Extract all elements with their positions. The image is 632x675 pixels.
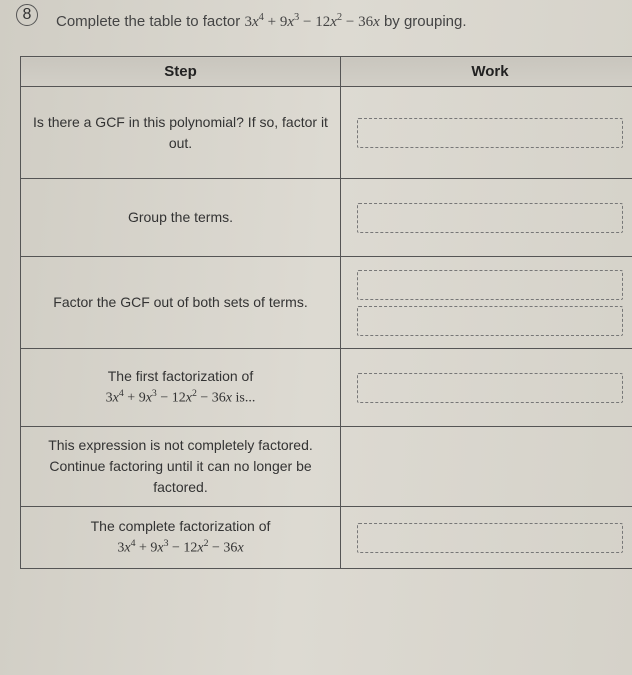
answer-box[interactable] <box>357 373 623 403</box>
work-cell[interactable] <box>341 257 632 349</box>
work-cell[interactable] <box>341 87 632 179</box>
instruction-suffix: by grouping. <box>384 13 467 30</box>
answer-box[interactable] <box>357 306 623 336</box>
work-cell[interactable] <box>341 427 632 507</box>
table-row: Factor the GCF out of both sets of terms… <box>21 257 632 349</box>
instruction-prefix: Complete the table to factor <box>56 13 244 30</box>
step-cell: The first factorization of3x4 + 9x3 − 12… <box>21 349 341 427</box>
step-cell: This expression is not completely factor… <box>21 427 341 507</box>
step-cell: The complete factorization of3x4 + 9x3 −… <box>21 507 341 569</box>
step-text-prefix: The first factorization of <box>31 366 330 387</box>
table-row: Group the terms. <box>21 179 632 257</box>
table-row: The complete factorization of3x4 + 9x3 −… <box>21 507 632 569</box>
problem-number: 8 <box>16 4 38 26</box>
step-polynomial: 3x4 + 9x3 − 12x2 − 36x <box>31 537 330 559</box>
answer-box[interactable] <box>357 523 623 553</box>
factoring-table: Step Work Is there a GCF in this polynom… <box>20 56 632 569</box>
header-work: Work <box>341 57 632 87</box>
table-body: Is there a GCF in this polynomial? If so… <box>21 87 632 569</box>
answer-box[interactable] <box>357 118 623 148</box>
step-cell: Is there a GCF in this polynomial? If so… <box>21 87 341 179</box>
instruction-line: Complete the table to factor 3x4 + 9x3 −… <box>56 12 616 31</box>
instruction-polynomial: 3x4 + 9x3 − 12x2 − 36x <box>244 14 379 30</box>
table-row: The first factorization of3x4 + 9x3 − 12… <box>21 349 632 427</box>
work-cell[interactable] <box>341 507 632 569</box>
step-polynomial: 3x4 + 9x3 − 12x2 − 36x is... <box>31 387 330 409</box>
step-cell: Factor the GCF out of both sets of terms… <box>21 257 341 349</box>
step-text-prefix: The complete factorization of <box>31 516 330 537</box>
table-row: This expression is not completely factor… <box>21 427 632 507</box>
answer-box[interactable] <box>357 203 623 233</box>
header-step: Step <box>21 57 341 87</box>
answer-box[interactable] <box>357 270 623 300</box>
table-row: Is there a GCF in this polynomial? If so… <box>21 87 632 179</box>
step-cell: Group the terms. <box>21 179 341 257</box>
work-cell[interactable] <box>341 179 632 257</box>
work-cell[interactable] <box>341 349 632 427</box>
